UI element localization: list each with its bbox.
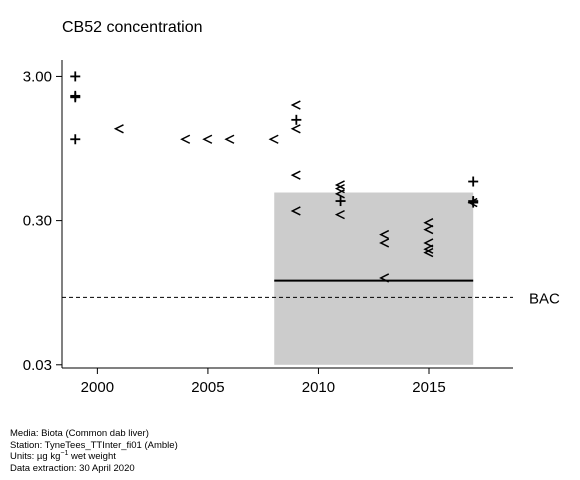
assessment-band [274, 192, 474, 365]
footer-extraction: Data extraction: 30 April 2020 [10, 462, 135, 474]
less-than-marker [379, 238, 390, 248]
plus-marker [70, 134, 81, 145]
footer-units-prefix: Units: µg kg [10, 451, 61, 462]
chart-footer: Media: Biota (Common dab liver) Station:… [10, 428, 178, 474]
bac-label: BAC [529, 290, 560, 307]
x-tick-label: 2000 [81, 379, 114, 396]
less-than-marker [290, 100, 301, 110]
plus-marker [335, 196, 346, 207]
less-than-marker [334, 180, 345, 190]
y-tick-label: 3.00 [23, 68, 52, 85]
plus-marker [70, 92, 81, 103]
less-than-marker [290, 124, 301, 134]
less-than-marker [202, 134, 213, 144]
footer-units: Units: µg kg−1 wet weight [10, 449, 178, 463]
footer-units-suffix: wet weight [68, 451, 116, 462]
plus-marker [70, 71, 81, 82]
x-tick-label: 2015 [412, 379, 445, 396]
less-than-marker [113, 124, 124, 134]
footer-station: Station: TyneTees_TTInter_fi01 (Amble) [10, 439, 178, 451]
less-than-marker [180, 134, 191, 144]
less-than-marker [290, 206, 301, 216]
less-than-marker [268, 134, 279, 144]
less-than-marker [379, 229, 390, 240]
y-tick-label: 0.03 [23, 357, 52, 374]
less-than-marker [423, 218, 434, 228]
plus-marker [468, 176, 479, 187]
chart-title: CB52 concentration [62, 19, 203, 36]
x-tick-label: 2005 [191, 379, 224, 396]
y-tick-label: 0.30 [23, 213, 52, 230]
footer-units-exponent: −1 [60, 449, 69, 457]
less-than-marker [290, 170, 301, 180]
less-than-marker [334, 209, 345, 220]
x-tick-label: 2010 [302, 379, 335, 396]
less-than-marker [467, 197, 478, 208]
less-than-marker [423, 247, 434, 258]
footer-media: Media: Biota (Common dab liver) [10, 428, 149, 439]
less-than-marker [224, 134, 235, 144]
plus-marker [291, 114, 302, 125]
less-than-marker [423, 238, 434, 248]
less-than-marker [334, 189, 345, 199]
less-than-marker [379, 273, 390, 283]
less-than-marker [423, 244, 434, 254]
less-than-marker [423, 224, 434, 235]
